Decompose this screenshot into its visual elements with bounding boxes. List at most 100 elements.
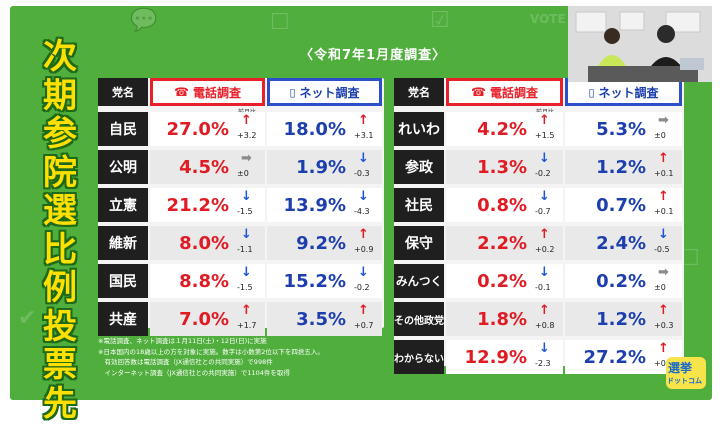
arrow-flat-icon: ➡ [658, 113, 669, 128]
change-value: +1.5 [535, 131, 555, 140]
arrow-down-icon: ↓ [539, 189, 550, 204]
table-row: わからない 12.9% ↓ -2.3 27.2% ↑ +0.1 [394, 338, 684, 376]
arrow-up-icon: ↑ [658, 151, 669, 166]
change-value: -0.1 [535, 283, 551, 292]
change-indicator: ↑ +0.1 [654, 340, 678, 374]
phone-percent: 8.0% [179, 233, 229, 254]
phone-percent: 1.3% [477, 157, 527, 178]
change-indicator: ↑ +3.1 [354, 112, 378, 146]
arrow-up-icon: ↑ [658, 189, 669, 204]
net-value-cell: 5.3% ➡ ±0 [565, 112, 682, 146]
table-row: その他政党 1.8% ↑ +0.8 1.2% ↑ +0.3 [394, 300, 684, 338]
change-indicator: ➡ ±0 [654, 264, 678, 298]
arrow-down-icon: ↓ [358, 189, 369, 204]
change-value: +0.3 [654, 321, 674, 330]
change-value: -0.2 [354, 283, 370, 292]
change-indicator: ↑ +0.1 [654, 188, 678, 222]
phone-percent: 8.8% [179, 271, 229, 292]
phone-survey-header: ☎ 電話調査 [150, 78, 265, 106]
ballot-box-icon: ☐ [680, 246, 700, 271]
change-indicator: ↓ -1.5 [237, 264, 261, 298]
change-value: -0.7 [535, 207, 551, 216]
net-percent: 1.9% [296, 157, 346, 178]
change-indicator: ↓ -0.2 [354, 264, 378, 298]
phone-value-cell: 21.2% ↓ -1.5 [150, 188, 265, 222]
change-value: ±0 [237, 169, 249, 178]
arrow-up-icon: ↑ [539, 303, 550, 318]
change-value: +0.2 [535, 245, 555, 254]
change-indicator: ↑ +0.2 [535, 226, 559, 260]
results-table-right: 党名☎電話調査▯ネット調査前月比れいわ4.2%↑+1.55.3%➡±0参政1.3… [394, 78, 684, 374]
phone-survey-header: ☎ 電話調査 [446, 78, 563, 106]
phone-percent: 27.0% [166, 119, 229, 140]
note-line: ※電話調査、ネット調査は１月11日(土)・12日(日)に実施 [98, 337, 267, 345]
phone-value-cell: 27.0% ↑ +3.2 [150, 112, 265, 146]
party-name: 公明 [98, 150, 148, 184]
table-row: 参政 1.3% ↓ -0.2 1.2% ↑ +0.1 [394, 148, 684, 186]
phone-value-cell: 8.8% ↓ -1.5 [150, 264, 265, 298]
arrow-down-icon: ↓ [539, 341, 550, 356]
smartphone-icon: ▯ [588, 85, 595, 99]
party-name: わからない [394, 340, 444, 374]
table-row: 維新 8.0% ↓ -1.1 9.2% ↑ +0.9 [98, 224, 384, 262]
logo-subtext: ドットコム [667, 377, 702, 385]
change-indicator: ↑ +1.5 [535, 112, 559, 146]
title-char: 投 [43, 306, 77, 347]
net-survey-header: ▯ ネット調査 [267, 78, 382, 106]
phone-value-cell: 7.0% ↑ +1.7 [150, 302, 265, 336]
title-char: 期 [43, 75, 77, 116]
net-value-cell: 0.2% ➡ ±0 [565, 264, 682, 298]
arrow-up-icon: ↑ [241, 303, 252, 318]
phone-header-label: 電話調査 [192, 85, 241, 100]
presenters-image [568, 6, 712, 82]
change-indicator: ➡ ±0 [237, 150, 261, 184]
arrow-down-icon: ↓ [658, 227, 669, 242]
smartphone-icon: ▯ [289, 85, 296, 99]
table-row: 公明 4.5% ➡ ±0 1.9% ↓ -0.3 [98, 148, 384, 186]
change-value: +0.7 [354, 321, 374, 330]
party-name: れいわ [394, 112, 444, 146]
arrow-up-icon: ↑ [539, 113, 550, 128]
vote-text-icon: VOTE [530, 12, 566, 26]
speech-bubble-icon: 💬 [130, 8, 158, 33]
senkyo-logo: 選挙 ドットコム [664, 355, 708, 391]
party-name: みんつく [394, 264, 444, 298]
title-char: 比 [43, 229, 77, 270]
net-survey-header: ▯ ネット調査 [565, 78, 682, 106]
table-header: 党名 ☎ 電話調査 ▯ ネット調査 [98, 78, 384, 106]
phone-header-label: 電話調査 [489, 85, 538, 100]
survey-date: 〈令和7年1月度調査〉 [300, 48, 447, 63]
arrow-up-icon: ↑ [241, 113, 252, 128]
phone-percent: 1.8% [477, 309, 527, 330]
party-name: その他政党 [394, 302, 444, 336]
party-column-header: 党名 [98, 78, 148, 106]
phone-value-cell: 0.8% ↓ -0.7 [446, 188, 563, 222]
party-name: 維新 [98, 226, 148, 260]
arrow-flat-icon: ➡ [241, 151, 252, 166]
party-name: 保守 [394, 226, 444, 260]
net-percent: 18.0% [283, 119, 346, 140]
net-value-cell: 13.9% ↓ -4.3 [267, 188, 382, 222]
arrow-flat-icon: ➡ [658, 265, 669, 280]
change-value: -4.3 [354, 207, 370, 216]
phone-value-cell: 0.2% ↓ -0.1 [446, 264, 563, 298]
party-name: 参政 [394, 150, 444, 184]
change-value: +0.8 [535, 321, 555, 330]
change-indicator: ↓ -4.3 [354, 188, 378, 222]
party-name: 立憲 [98, 188, 148, 222]
change-value: +3.2 [237, 131, 257, 140]
change-indicator: ↓ -0.1 [535, 264, 559, 298]
change-value: ±0 [654, 131, 666, 140]
title-char: 参 [43, 114, 77, 154]
net-value-cell: 1.9% ↓ -0.3 [267, 150, 382, 184]
net-percent: 0.2% [596, 271, 646, 292]
arrow-up-icon: ↑ [358, 303, 369, 318]
net-percent: 5.3% [596, 119, 646, 140]
phone-percent: 21.2% [166, 195, 229, 216]
arrow-down-icon: ↓ [358, 265, 369, 280]
party-name: 社民 [394, 188, 444, 222]
party-name: 国民 [98, 264, 148, 298]
title-char: 例 [43, 268, 77, 308]
change-value: -1.1 [237, 245, 253, 254]
net-percent: 13.9% [283, 195, 346, 216]
